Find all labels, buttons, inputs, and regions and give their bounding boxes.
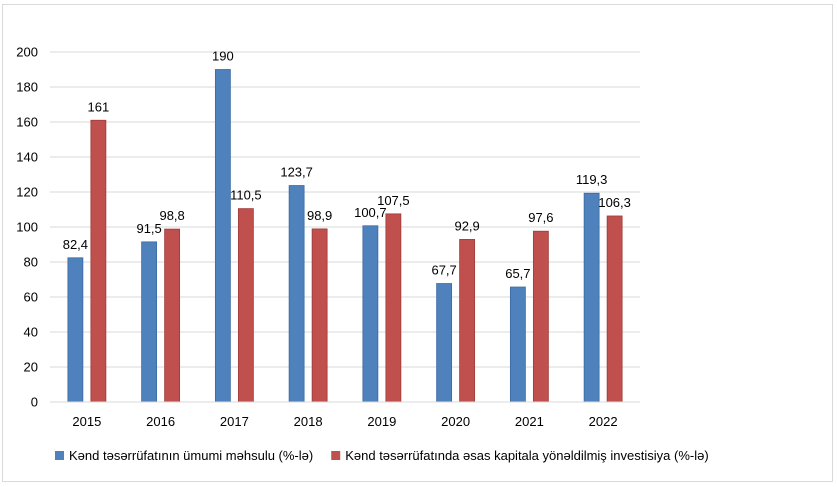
legend-swatch-series-2 [331,451,341,460]
x-tick-label: 2020 [441,414,470,429]
data-label: 92,9 [454,218,479,233]
x-axis-tick-labels: 2015 2016 2017 2018 2019 2020 2021 2022 [72,414,617,429]
bar-series-2 [164,228,181,403]
y-axis-tick-labels: 0 20 40 60 80 100 120 140 160 180 200 [16,45,38,410]
bar-series-1 [288,185,305,403]
data-label: 110,5 [230,188,262,203]
bar-series-1 [362,225,379,403]
data-labels: 82,4 161 91,598,8 190 110,5 123,7 98,9 100,7107… [63,49,631,282]
x-tick-label: 2021 [515,414,544,429]
x-tick-label: 2016 [146,414,175,429]
y-tick-label: 120 [16,185,38,200]
data-label: 107,5 [377,193,410,208]
legend-label-series-1: Kənd təsərrüfatının ümumi məhsulu (%-lə) [69,448,313,463]
y-tick-label: 20 [24,360,38,375]
bar-series-2 [90,119,107,403]
data-label: 98,9 [307,208,332,223]
data-label: 65,7 [505,266,530,281]
data-label: 97,6 [528,210,553,225]
bar-series-2 [311,228,328,403]
y-tick-label: 40 [24,325,38,340]
data-label: 106,3 [598,195,631,210]
data-label: 91,5 [136,221,161,236]
data-label: 161 [88,99,110,114]
x-tick-label: 2022 [589,414,618,429]
y-tick-label: 180 [16,80,38,95]
bar-series-2 [606,215,623,403]
y-tick-label: 100 [16,220,38,235]
y-tick-label: 140 [16,150,38,165]
bars [67,69,623,403]
y-tick-label: 60 [24,290,38,305]
data-label: 119,3 [576,172,608,187]
data-label: 100,7 [354,205,387,220]
y-tick-label: 80 [24,255,38,270]
data-label: 98,8 [159,208,184,223]
bar-series-1 [67,257,84,403]
data-label: 123,7 [280,165,313,180]
bar-series-2 [237,208,254,403]
x-tick-label: 2018 [294,414,323,429]
y-tick-label: 200 [16,45,38,60]
x-tick-label: 2015 [72,414,101,429]
data-label: 67,7 [431,263,456,278]
bar-series-1 [214,69,231,403]
x-tick-label: 2017 [220,414,249,429]
bar-series-1 [141,241,158,403]
y-tick-label: 0 [31,395,38,410]
legend: Kənd təsərrüfatının ümumi məhsulu (%-lə)… [55,448,709,463]
bar-series-1 [436,283,453,403]
bar-series-2 [385,213,402,403]
y-tick-label: 160 [16,115,38,130]
bar-series-2 [459,239,476,403]
bar-series-1 [509,286,526,403]
legend-swatch-series-1 [55,451,64,460]
legend-label-series-2: Kənd təsərrüfatında əsas kapitala yönəld… [345,448,708,463]
data-label: 82,4 [63,237,88,252]
bar-series-1 [583,192,600,403]
bar-series-2 [532,230,549,403]
x-tick-label: 2019 [367,414,396,429]
data-label: 190 [212,49,234,64]
